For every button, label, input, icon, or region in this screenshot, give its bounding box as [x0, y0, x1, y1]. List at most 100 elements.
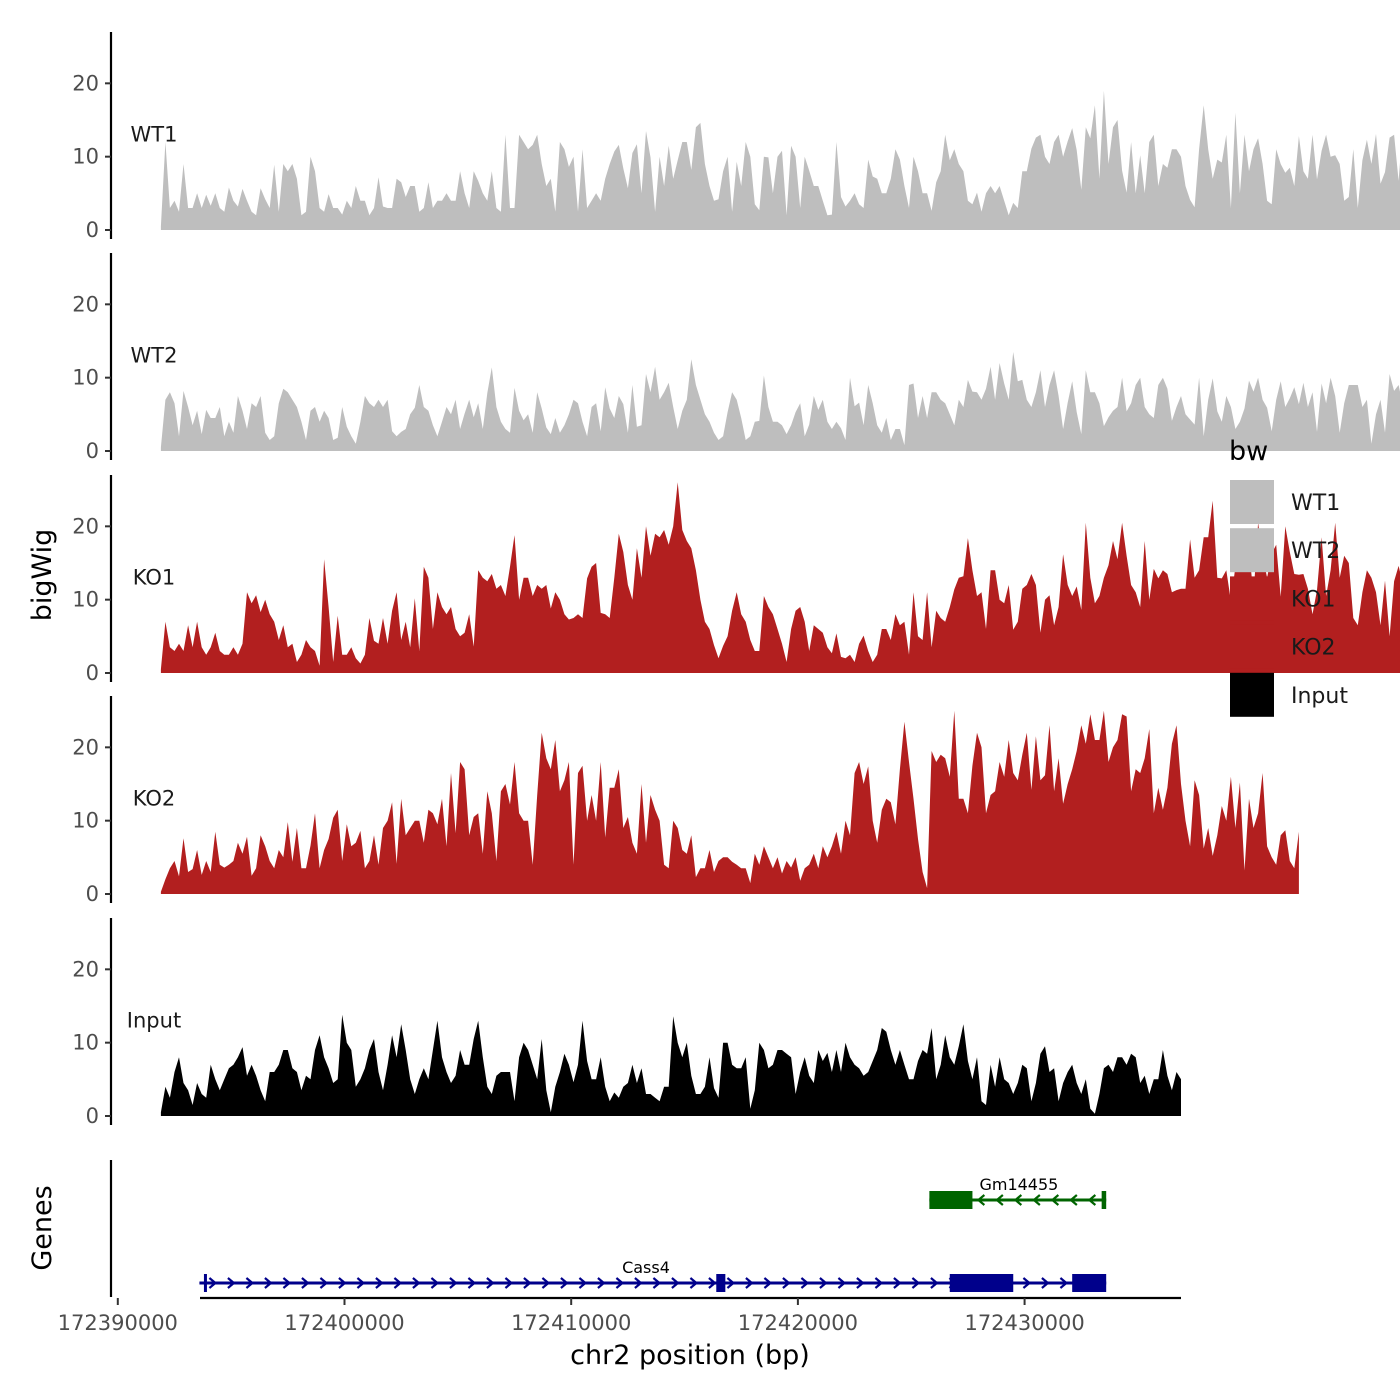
gene-label: Cass4	[622, 1258, 670, 1277]
gene-track: Gm14455 Cass4	[109, 1160, 1107, 1297]
strand-arrow	[763, 1277, 773, 1289]
strand-arrow	[597, 1277, 606, 1289]
exon	[949, 1274, 1014, 1292]
y-tick-label: 10	[72, 809, 99, 833]
y-tick-label: 20	[72, 957, 99, 981]
x-axis: 172390000 172400000 172410000 172420000 1724…	[58, 1296, 1181, 1335]
strand-arrow	[578, 1277, 588, 1289]
strand-arrow	[264, 1277, 273, 1289]
track-panel-ko2: 0 10 20 KO2	[72, 696, 1299, 906]
coverage-area-ko1	[160, 482, 1400, 673]
strand-arrow	[227, 1277, 236, 1289]
exon	[1072, 1274, 1107, 1292]
track-label-input: Input	[127, 1009, 181, 1033]
genes-axis-title: Genes	[27, 1185, 58, 1270]
strand-arrow	[412, 1277, 421, 1289]
y-tick-label: 0	[86, 661, 99, 685]
strand-arrow	[356, 1277, 366, 1289]
strand-arrow	[245, 1277, 255, 1289]
y-tick-label: 20	[72, 292, 99, 316]
strand-arrow	[689, 1277, 699, 1289]
bigwig-tracks: 0 10 20 WT1 0 10 20 WT2 0 10 20 KO1 0 10 20 KO2 0 10 20 Inp…	[72, 32, 1400, 1128]
strand-arrow	[708, 1277, 717, 1289]
y-tick-label: 10	[72, 1031, 99, 1055]
y-tick-label: 0	[86, 218, 99, 242]
track-panel-wt1: 0 10 20 WT1	[72, 32, 1400, 242]
strand-arrow	[1087, 1194, 1097, 1206]
strand-arrow	[1032, 1194, 1041, 1206]
strand-arrow	[449, 1277, 458, 1289]
coverage-area-input	[160, 1014, 1181, 1116]
legend-key-ko1	[1230, 576, 1274, 621]
x-tick-label: 172400000	[284, 1311, 404, 1335]
track-label-ko1: KO1	[133, 566, 176, 590]
legend-label-wt2: WT2	[1291, 539, 1340, 564]
legend-label-ko1: KO1	[1291, 587, 1336, 612]
strand-arrow	[976, 1194, 986, 1206]
strand-arrow	[893, 1277, 902, 1289]
legend-label-wt1: WT1	[1291, 491, 1340, 516]
strand-arrow	[930, 1277, 939, 1289]
y-tick-label: 0	[86, 1104, 99, 1128]
strand-arrow	[541, 1277, 551, 1289]
strand-arrow	[375, 1277, 384, 1289]
x-tick-label: 172430000	[964, 1311, 1084, 1335]
strand-arrow	[467, 1277, 477, 1289]
strand-arrow	[1059, 1277, 1069, 1289]
legend-title: bw	[1229, 436, 1268, 467]
exon	[716, 1274, 726, 1292]
y-tick-label: 20	[72, 514, 99, 538]
strand-arrow	[782, 1277, 791, 1289]
x-tick-label: 172390000	[58, 1311, 178, 1335]
legend-key-wt2	[1230, 528, 1274, 573]
coverage-area-wt2	[160, 352, 1400, 451]
exon	[929, 1191, 973, 1209]
x-axis-title: chr2 position (bp)	[570, 1340, 810, 1371]
legend-key-wt1	[1230, 480, 1274, 524]
strand-arrow	[856, 1277, 865, 1289]
y-tick-label: 20	[72, 735, 99, 759]
coverage-area-ko2	[160, 710, 1299, 894]
strand-arrow	[911, 1277, 921, 1289]
x-tick-label: 172410000	[511, 1311, 631, 1335]
strand-arrow	[560, 1277, 569, 1289]
strand-arrow	[819, 1277, 828, 1289]
strand-arrow	[652, 1277, 662, 1289]
strand-arrow	[319, 1277, 329, 1289]
exon	[203, 1274, 207, 1292]
strand-arrow	[726, 1277, 736, 1289]
y-tick-label: 10	[72, 366, 99, 390]
strand-arrow	[1050, 1194, 1060, 1206]
strand-arrow	[615, 1277, 625, 1289]
strand-arrow	[1022, 1277, 1032, 1289]
track-panel-ko1: 0 10 20 KO1	[72, 475, 1400, 685]
coverage-area-wt1	[160, 90, 1400, 230]
strand-arrow	[282, 1277, 292, 1289]
strand-arrow	[338, 1277, 347, 1289]
strand-arrow	[671, 1277, 680, 1289]
track-label-ko2: KO2	[133, 787, 176, 811]
exon	[1101, 1191, 1107, 1209]
strand-arrow	[523, 1277, 532, 1289]
strand-arrow	[874, 1277, 884, 1289]
y-tick-label: 10	[72, 145, 99, 169]
strand-arrow	[393, 1277, 403, 1289]
strand-arrow	[301, 1277, 310, 1289]
track-label-wt1: WT1	[131, 123, 178, 147]
legend: bw WT1 WT2 KO1 KO2 Input	[1229, 436, 1348, 717]
strand-arrow	[800, 1277, 810, 1289]
y-tick-label: 20	[72, 71, 99, 95]
legend-label-input: Input	[1291, 684, 1348, 709]
strand-arrow	[995, 1194, 1004, 1206]
track-panel-wt2: 0 10 20 WT2	[72, 253, 1400, 463]
y-tick-label: 10	[72, 588, 99, 612]
strand-arrow	[837, 1277, 847, 1289]
gene-cass4: Cass4	[199, 1258, 1107, 1292]
gene-label: Gm14455	[979, 1175, 1058, 1194]
strand-arrow	[634, 1277, 643, 1289]
strand-arrow	[745, 1277, 754, 1289]
gene-gm14455: Gm14455	[929, 1175, 1107, 1209]
strand-arrow	[486, 1277, 495, 1289]
y-axis-title: bigWig	[27, 529, 58, 622]
legend-key-ko2	[1230, 624, 1274, 669]
